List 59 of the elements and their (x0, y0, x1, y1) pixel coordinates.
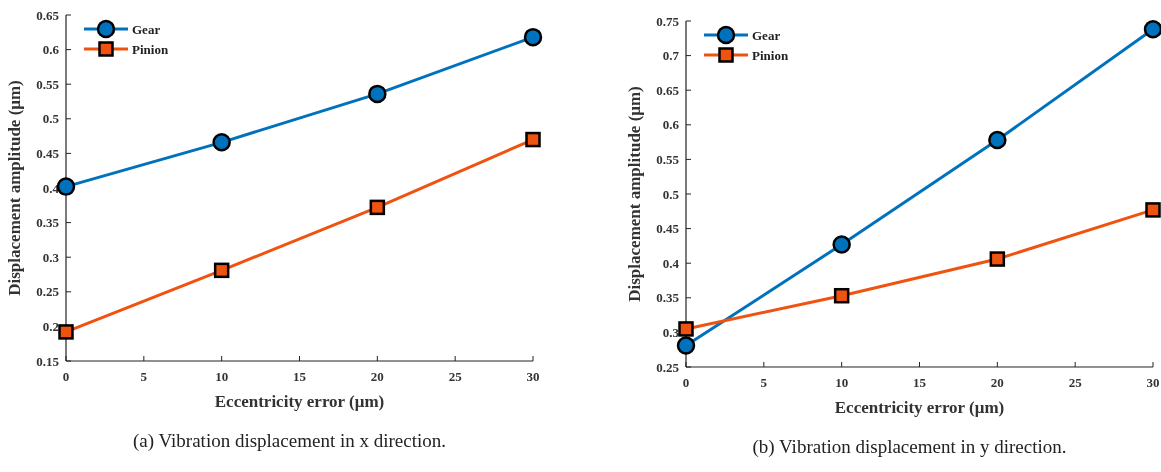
point (833, 287, 850, 304)
point (678, 321, 694, 337)
y-tick-label: 0.65 (656, 82, 680, 98)
point (368, 84, 387, 104)
legend-label: Gear (752, 28, 781, 43)
legend-label: Pinion (132, 42, 169, 57)
y-tick-label: 0.6 (662, 117, 680, 133)
x-tick-label: 15 (913, 375, 927, 390)
point (832, 235, 851, 254)
point (1145, 202, 1161, 218)
x-tick-label: 30 (1146, 375, 1160, 390)
point (58, 324, 74, 340)
y-tick-label: 0.4 (662, 255, 680, 271)
y-tick-label: 0.25 (656, 359, 680, 375)
y-tick-label: 0.45 (36, 145, 60, 161)
point (989, 251, 1006, 267)
x-tick-label: 0 (682, 375, 690, 390)
y-axis-title: Displacement amplitude (μm) (5, 80, 24, 296)
legend-label: Gear (132, 22, 161, 37)
y-tick-label: 0.35 (656, 290, 680, 306)
y-tick-label: 0.5 (42, 111, 60, 127)
x-tick-label: 25 (448, 369, 463, 384)
x-tick-label: 20 (370, 369, 384, 384)
point (369, 199, 386, 216)
x-tick-label: 25 (1068, 375, 1083, 390)
x-tick-label: 10 (215, 369, 229, 384)
point (212, 133, 231, 152)
y-tick-label: 0.65 (36, 7, 60, 23)
x-tick-label: 10 (835, 375, 849, 390)
y-tick-label: 0.25 (36, 284, 60, 300)
point (525, 131, 541, 148)
point (523, 27, 543, 47)
legend-label: Pinion (752, 48, 789, 63)
y-tick-label: 0.5 (662, 186, 680, 202)
y-tick-label: 0.7 (662, 48, 680, 64)
x-tick-label: 5 (140, 369, 148, 384)
y-axis-title: Displacement amplitude (μm) (625, 86, 644, 302)
y-tick-label: 0.15 (36, 353, 60, 369)
x-tick-label: 30 (526, 369, 540, 384)
y-tick-label: 0.55 (36, 76, 60, 92)
y-tick-label: 0.75 (656, 13, 680, 29)
point (988, 130, 1007, 150)
x-tick-label: 5 (760, 375, 768, 390)
text: (a) Vibration displacement in x direction. (133, 430, 446, 452)
y-tick-label: 0.45 (656, 221, 680, 237)
x-tick-label: 15 (293, 369, 307, 384)
x-axis-title: Eccentricity error (μm) (214, 392, 385, 411)
y-tick-label: 0.3 (42, 249, 60, 265)
x-tick-label: 20 (990, 375, 1004, 390)
text: (b) Vibration displacement in y direction. (752, 436, 1067, 458)
y-tick-label: 0.35 (36, 215, 60, 231)
y-tick-label: 0.55 (656, 151, 680, 167)
y-tick-label: 0.6 (42, 42, 60, 58)
point (213, 262, 230, 279)
point (676, 336, 696, 355)
y-tick-label: 0.2 (42, 318, 59, 334)
x-tick-label: 0 (62, 369, 70, 384)
x-axis-title: Eccentricity error (μm) (834, 398, 1005, 417)
point (1143, 20, 1161, 39)
